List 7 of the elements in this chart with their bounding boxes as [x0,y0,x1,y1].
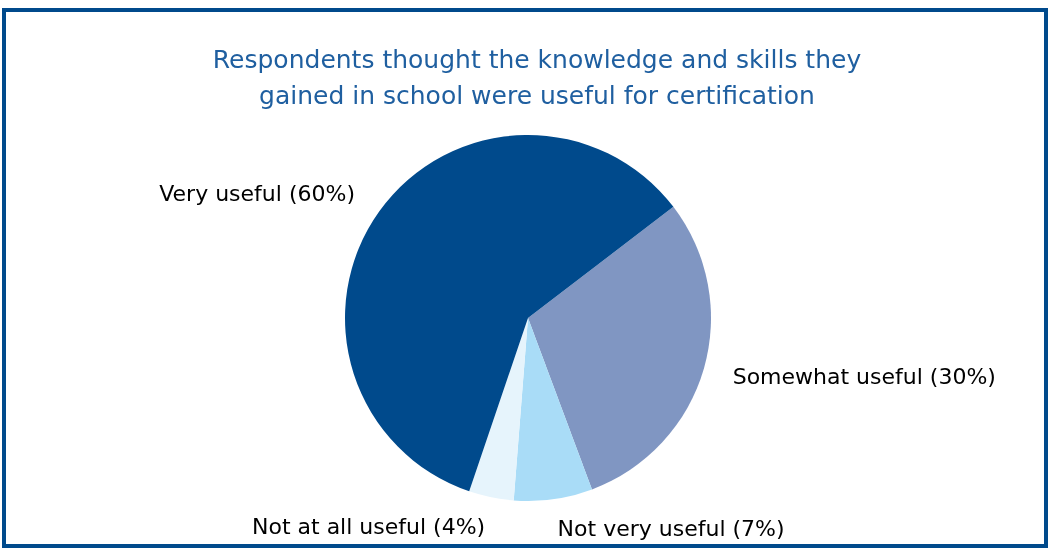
slice-label: Somewhat useful (30%) [732,363,996,389]
slice-label: Not at all useful (4%) [251,513,486,539]
slice-label: Very useful (60%) [159,180,355,206]
chart-title: Respondents thought the knowledge and skills they gained in school were useful for certification [212,45,862,110]
slice-label: Not very useful (7%) [557,515,785,541]
pie-slice [528,206,711,490]
pie-slice [513,318,592,501]
